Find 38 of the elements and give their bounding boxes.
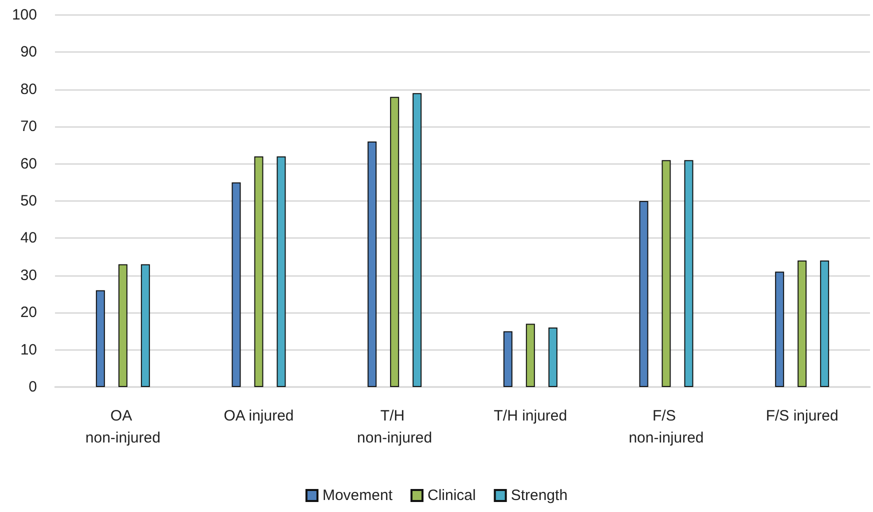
x-tick-label: OA injured	[224, 408, 294, 424]
bar	[276, 156, 286, 387]
bar	[412, 93, 422, 387]
bar	[639, 201, 648, 387]
y-tick-label: 100	[12, 6, 37, 24]
bar	[254, 156, 264, 387]
y-tick-label: 80	[20, 80, 37, 98]
bar	[662, 160, 671, 387]
bar	[232, 182, 241, 387]
bar	[390, 96, 400, 387]
bar	[140, 264, 150, 387]
bar	[118, 264, 128, 387]
bar	[96, 290, 105, 387]
bar	[820, 260, 830, 387]
x-tick-label: T/H non-injured	[357, 408, 432, 446]
y-tick-label: 30	[20, 266, 37, 284]
x-tick-label: T/H injured	[494, 408, 568, 424]
x-tick-label: OA non-injured	[85, 408, 160, 446]
bar	[526, 324, 535, 387]
y-tick-label: 0	[28, 378, 37, 396]
y-tick-label: 10	[20, 341, 37, 358]
bar	[548, 327, 558, 387]
x-tick-label: F/S injured	[766, 408, 838, 424]
bar	[775, 272, 784, 387]
y-tick-label: 60	[20, 155, 37, 172]
y-tick-label: 20	[20, 304, 37, 322]
y-tick-label: 70	[20, 118, 37, 136]
bar	[798, 260, 807, 387]
bar	[684, 160, 694, 387]
bar	[368, 141, 377, 387]
y-tick-label: 40	[20, 230, 37, 247]
bar	[503, 331, 512, 387]
y-tick-label: 90	[20, 44, 37, 61]
legend-label: Movement	[322, 487, 394, 504]
legend-label: Strength	[510, 487, 568, 504]
x-tick-label: F/S non-injured	[628, 408, 704, 446]
y-tick-label: 50	[20, 192, 37, 210]
legend-label: Clinical	[427, 487, 476, 504]
